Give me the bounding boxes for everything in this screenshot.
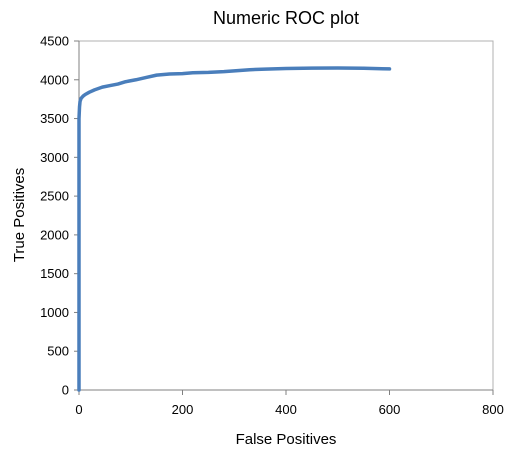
y-tick-label: 0 — [62, 383, 69, 398]
x-tick-label: 0 — [75, 402, 82, 417]
x-tick-label: 200 — [172, 402, 194, 417]
series-group — [77, 66, 392, 392]
x-tick-label: 800 — [482, 402, 504, 417]
y-tick-label: 2000 — [40, 227, 69, 242]
y-tick-label: 4500 — [40, 34, 69, 49]
y-axis-ticks: 0 500 1000 1500 2000 2500 3000 3500 4000 4500 — [40, 34, 79, 398]
x-tick-label: 400 — [275, 402, 297, 417]
x-tick-label: 600 — [379, 402, 401, 417]
roc-series-line — [77, 66, 392, 392]
y-tick-label: 500 — [47, 344, 69, 359]
y-tick-label: 2500 — [40, 189, 69, 204]
y-axis-label: True Positives — [11, 168, 28, 262]
y-tick-label: 3500 — [40, 111, 69, 126]
y-tick-label: 3000 — [40, 150, 69, 165]
x-axis-ticks: 0 200 400 600 800 — [75, 390, 504, 417]
y-tick-label: 1500 — [40, 266, 69, 281]
chart-title: Numeric ROC plot — [213, 8, 359, 28]
y-tick-label: 4000 — [40, 72, 69, 87]
plot-area — [78, 40, 494, 391]
x-axis-label: False Positives — [236, 431, 337, 448]
y-tick-label: 1000 — [40, 305, 69, 320]
